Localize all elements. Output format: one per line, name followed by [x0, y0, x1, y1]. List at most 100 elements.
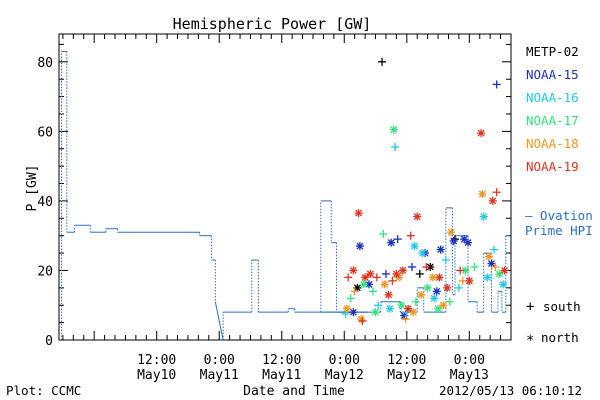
point-noaa-19-south — [492, 188, 501, 197]
x-tick-label-date: May12 — [325, 368, 364, 383]
point-noaa-18-north — [447, 228, 456, 237]
point-noaa-19-south — [456, 266, 465, 275]
y-tick-label: 40 — [37, 195, 53, 210]
point-noaa-18-north — [484, 252, 493, 261]
point-noaa-17-north — [389, 125, 398, 134]
y-axis: 0 20 40 60 80 — [37, 43, 511, 349]
point-noaa-17-north — [434, 304, 443, 313]
x-tick-label-date: May13 — [450, 368, 489, 383]
point-noaa-17-north — [359, 280, 368, 289]
point-noaa-17-north — [371, 308, 380, 317]
footer-timestamp: 2012/05/13 06:10:12 — [439, 383, 582, 398]
satellite-legend: METP-02 NOAA-15 NOAA-16 NOAA-17 NOAA-18 NOAA-… — [526, 44, 579, 174]
y-tick-label: 20 — [37, 264, 53, 279]
point-noaa-18-north — [357, 315, 366, 324]
x-axis: 12:00May100:00May1112:00May110:00May1212… — [62, 34, 512, 383]
point-noaa-17-north — [423, 283, 432, 292]
point-noaa-18-north — [439, 301, 448, 310]
point-noaa-19-south — [372, 273, 381, 282]
point-noaa-16-north — [385, 304, 394, 313]
x-tick-label-time: 12:00 — [387, 353, 426, 368]
point-noaa-19-north — [384, 290, 393, 299]
ovation-prime-hpi-series — [61, 50, 510, 341]
point-noaa-16-north — [430, 294, 439, 303]
point-noaa-18-south — [401, 315, 410, 324]
south-marker-symbol: + — [526, 299, 534, 315]
legend-entry-noaa-18: NOAA-18 — [526, 136, 579, 151]
point-noaa-17-south — [379, 229, 388, 238]
south-marker-label: south — [543, 299, 581, 314]
x-tick-label-time: 12:00 — [137, 353, 176, 368]
point-metp-02-south — [378, 57, 387, 66]
point-noaa-19-north — [404, 304, 413, 313]
point-noaa-19-north — [500, 266, 509, 275]
point-noaa-16-south — [391, 143, 400, 152]
point-noaa-15-north — [387, 238, 396, 247]
legend-entry-metp-02: METP-02 — [526, 44, 579, 59]
point-noaa-16-north — [483, 273, 492, 282]
north-marker-label: north — [541, 330, 579, 345]
point-noaa-15-north — [349, 308, 358, 317]
point-noaa-19-north — [443, 283, 452, 292]
point-noaa-15-north — [449, 236, 458, 245]
marker-legend: + south * north — [526, 299, 581, 349]
chart-title: Hemispheric Power [GW] — [173, 15, 372, 33]
point-noaa-17-north — [397, 301, 406, 310]
y-axis-label: P [GW] — [25, 165, 40, 212]
point-noaa-19-north — [477, 129, 486, 138]
satellite-points — [341, 57, 509, 325]
point-noaa-15-south — [492, 80, 501, 89]
point-noaa-16-south — [454, 283, 463, 292]
point-noaa-16-south — [341, 309, 350, 318]
point-noaa-19-south — [358, 316, 367, 325]
point-noaa-18-south — [350, 287, 359, 296]
y-tick-label: 0 — [45, 334, 53, 349]
point-noaa-15-north — [355, 242, 364, 251]
plot-area — [58, 33, 512, 341]
point-noaa-18-north — [380, 280, 389, 289]
point-noaa-15-north — [432, 287, 441, 296]
x-tick-label-time: 0:00 — [329, 353, 360, 368]
ovation-legend-line1: — Ovation — [525, 208, 593, 223]
x-tick-label-date: May10 — [137, 368, 176, 383]
point-noaa-19-north — [488, 196, 497, 205]
point-noaa-16-south — [441, 256, 450, 265]
legend-entry-noaa-16: NOAA-16 — [526, 90, 579, 105]
point-noaa-18-north — [409, 308, 418, 317]
point-noaa-19-north — [465, 276, 474, 285]
point-noaa-19-south — [388, 276, 397, 285]
point-noaa-16-north — [418, 249, 427, 258]
point-noaa-17-north — [461, 266, 470, 275]
point-noaa-19-south — [406, 231, 415, 240]
point-noaa-16-south — [374, 301, 383, 310]
point-noaa-16-south — [490, 245, 499, 254]
north-marker-symbol: * — [526, 333, 534, 349]
point-noaa-18-north — [342, 304, 351, 313]
legend-entry-noaa-17: NOAA-17 — [526, 113, 579, 128]
x-tick-label-date: May11 — [262, 368, 301, 383]
point-metp-02-south — [415, 269, 424, 278]
point-noaa-16-north — [410, 242, 419, 251]
x-tick-label-time: 12:00 — [262, 353, 301, 368]
point-noaa-15-south — [381, 269, 390, 278]
x-tick-label-time: 0:00 — [454, 353, 485, 368]
point-noaa-17-south — [411, 297, 420, 306]
point-noaa-17-south — [470, 262, 479, 271]
point-noaa-19-north — [349, 266, 358, 275]
point-noaa-19-south — [422, 262, 431, 271]
point-noaa-15-south — [408, 262, 417, 271]
point-noaa-15-north — [436, 245, 445, 254]
point-noaa-15-north — [487, 259, 496, 268]
plot-frame — [58, 33, 512, 341]
point-noaa-19-south — [344, 273, 353, 282]
point-noaa-19-north — [398, 266, 407, 275]
point-noaa-18-south — [491, 262, 500, 271]
point-noaa-17-south — [346, 294, 355, 303]
point-noaa-18-north — [478, 189, 487, 198]
legend-entry-noaa-15: NOAA-15 — [526, 67, 579, 82]
point-noaa-16-north — [499, 280, 508, 289]
point-noaa-15-north — [464, 238, 473, 247]
point-noaa-16-north — [479, 212, 488, 221]
ovation-segment — [214, 301, 224, 341]
